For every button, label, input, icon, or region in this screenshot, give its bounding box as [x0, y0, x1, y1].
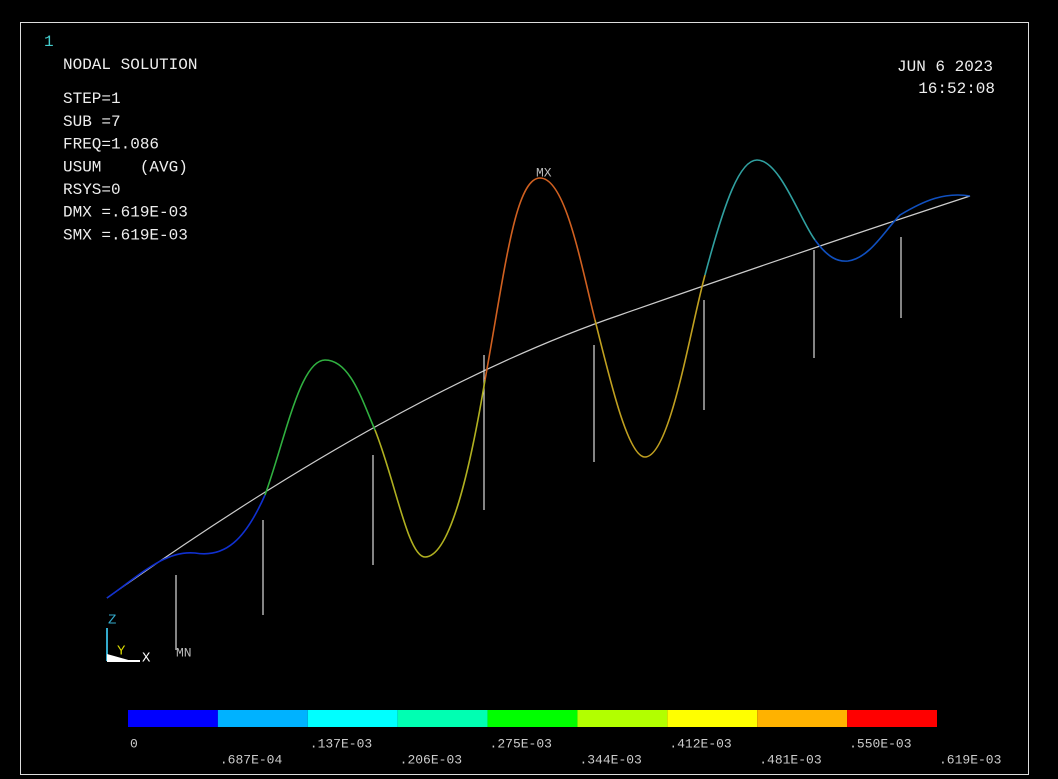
legend-band	[218, 710, 308, 727]
legend-band	[488, 710, 578, 727]
legend-band	[667, 710, 757, 727]
triad-z: Z	[108, 613, 116, 629]
legend-band	[847, 710, 937, 727]
legend-label: .344E-03	[579, 752, 641, 767]
header-line: USUM (AVG)	[63, 158, 188, 176]
legend-band	[398, 710, 488, 727]
triad-y: Y	[117, 644, 126, 660]
header-line: SUB =7	[63, 113, 121, 131]
window-number: 1	[44, 33, 54, 51]
legend-band	[128, 710, 218, 727]
time: 16:52:08	[918, 80, 995, 98]
legend-label: .550E-03	[849, 736, 911, 751]
ansys-window: 1 NODAL SOLUTION STEP=1 SUB =7 FREQ=1.086 U…	[0, 0, 1058, 779]
triad-x: X	[142, 651, 151, 667]
header-line: STEP=1	[63, 90, 121, 108]
legend-band	[757, 710, 847, 727]
legend-band	[308, 710, 398, 727]
header-line: RSYS=0	[63, 181, 121, 199]
header-line: FREQ=1.086	[63, 136, 159, 154]
min-marker: MN	[176, 645, 192, 660]
legend-label: .687E-04	[220, 752, 283, 767]
header-line: DMX =.619E-03	[63, 204, 188, 222]
max-marker: MX	[536, 165, 552, 180]
legend-label: .481E-03	[759, 752, 821, 767]
header-title: NODAL SOLUTION	[63, 56, 197, 74]
header-line: SMX =.619E-03	[63, 226, 188, 244]
legend-label: .206E-03	[400, 752, 462, 767]
legend-label: .137E-03	[310, 736, 372, 751]
legend-label: .619E-03	[939, 752, 1001, 767]
legend-label: 0	[130, 736, 138, 751]
legend-label: .412E-03	[669, 736, 731, 751]
legend-label: .275E-03	[490, 736, 552, 751]
legend-band	[577, 710, 667, 727]
background	[0, 0, 1058, 779]
date: JUN 6 2023	[897, 58, 993, 76]
